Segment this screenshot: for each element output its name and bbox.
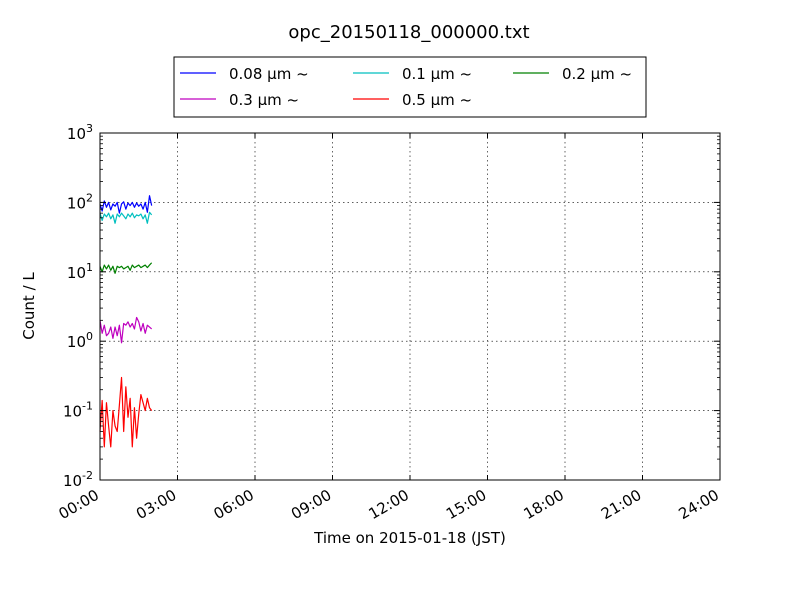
- chart-title: opc_20150118_000000.txt: [288, 22, 529, 43]
- grid-lines: [100, 133, 720, 480]
- series-line-2: [99, 211, 153, 224]
- y-tick-label: 101: [67, 261, 93, 282]
- y-tick-label: 100: [67, 330, 93, 351]
- legend-label-1: 0.08 μm ~: [229, 65, 309, 83]
- x-tick-label: 21:00: [598, 486, 644, 523]
- y-tick-label: 10-2: [63, 469, 93, 490]
- y-tick-label: 102: [67, 191, 93, 212]
- series-lines: [99, 195, 153, 448]
- series-line-4: [99, 316, 153, 344]
- series-line-3: [99, 262, 153, 274]
- legend-label-4: 0.3 μm ~: [229, 91, 299, 109]
- x-tick-label: 18:00: [521, 486, 567, 523]
- x-tick-label: 06:00: [211, 486, 257, 523]
- x-tick-label: 15:00: [443, 486, 489, 523]
- x-tick-label: 24:00: [676, 486, 722, 523]
- y-tick-label: 103: [67, 122, 93, 143]
- y-axis-label: Count / L: [20, 272, 38, 340]
- x-tick-label: 09:00: [288, 486, 334, 523]
- legend-entries: 0.08 μm ~ 0.1 μm ~ 0.2 μm ~ 0.3 μm ~ 0.5 μm …: [180, 65, 632, 109]
- x-tick-label: 03:00: [133, 486, 179, 523]
- x-axis-label: Time on 2015-01-18 (JST): [313, 529, 506, 547]
- legend-label-2: 0.1 μm ~: [402, 65, 472, 83]
- legend-box: [173, 56, 647, 118]
- plot-frame: [99, 132, 721, 481]
- y-tick-label: 10-1: [63, 400, 93, 421]
- legend-label-3: 0.2 μm ~: [562, 65, 632, 83]
- x-tick-labels: 00:00 03:00 06:00 09:00 12:00 15:00 18:00 21:00…: [56, 486, 722, 523]
- series-line-5: [99, 376, 153, 448]
- x-tick-label: 00:00: [56, 486, 102, 523]
- legend-label-5: 0.5 μm ~: [402, 91, 472, 109]
- legend: 0.08 μm ~ 0.1 μm ~ 0.2 μm ~ 0.3 μm ~ 0.5 μm …: [173, 56, 647, 118]
- series-line-1: [99, 195, 153, 214]
- x-tick-label: 12:00: [366, 486, 412, 523]
- y-tick-labels: 10-2 10-1 100 101 102 103: [63, 122, 93, 490]
- axis-ticks: [99, 132, 721, 481]
